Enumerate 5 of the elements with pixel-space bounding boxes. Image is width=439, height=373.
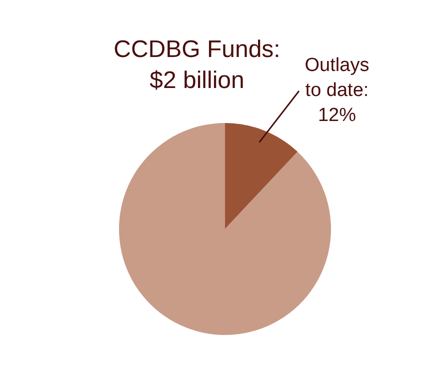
pie-slice <box>225 123 298 229</box>
pie-slice <box>119 123 331 335</box>
chart-title: CCDBG Funds: $2 billion <box>112 35 282 96</box>
data-label: 12% <box>318 105 356 126</box>
text: Outlays to date: <box>304 55 370 101</box>
